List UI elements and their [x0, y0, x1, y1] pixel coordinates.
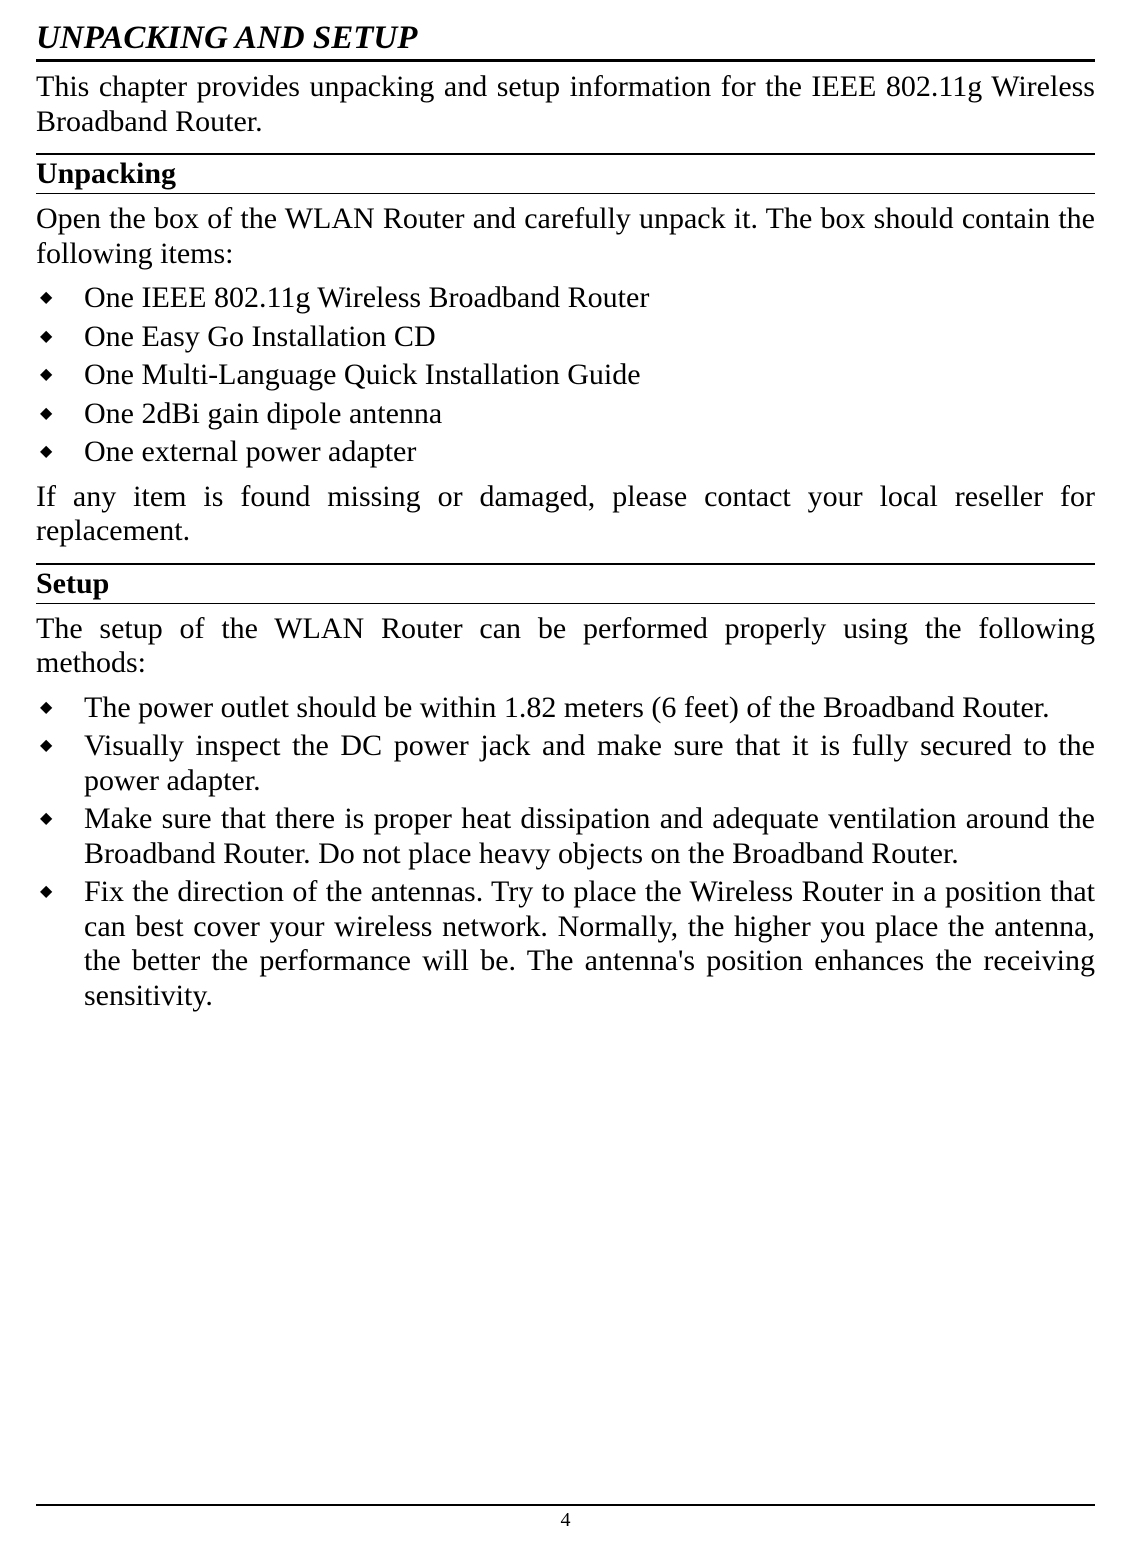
footer-divider [36, 1504, 1095, 1506]
setup-header: Setup [36, 563, 1095, 604]
unpacking-list: One IEEE 802.11g Wireless Broadband Rout… [36, 281, 1095, 470]
list-item: One 2dBi gain dipole antenna [36, 397, 1095, 432]
list-item: Visually inspect the DC power jack and m… [36, 729, 1095, 798]
setup-list: The power outlet should be within 1.82 m… [36, 691, 1095, 1014]
list-item: One Easy Go Installation CD [36, 320, 1095, 355]
main-title: UNPACKING AND SETUP [36, 20, 1095, 62]
unpacking-header: Unpacking [36, 153, 1095, 194]
list-item: Make sure that there is proper heat diss… [36, 802, 1095, 871]
unpacking-closing: If any item is found missing or damaged,… [36, 480, 1095, 549]
list-item: One IEEE 802.11g Wireless Broadband Rout… [36, 281, 1095, 316]
page-number: 4 [0, 1509, 1131, 1532]
setup-intro: The setup of the WLAN Router can be perf… [36, 612, 1095, 681]
unpacking-intro: Open the box of the WLAN Router and care… [36, 202, 1095, 271]
list-item: One Multi-Language Quick Installation Gu… [36, 358, 1095, 393]
list-item: Fix the direction of the antennas. Try t… [36, 875, 1095, 1013]
intro-paragraph: This chapter provides unpacking and setu… [36, 70, 1095, 139]
list-item: The power outlet should be within 1.82 m… [36, 691, 1095, 726]
list-item: One external power adapter [36, 435, 1095, 470]
